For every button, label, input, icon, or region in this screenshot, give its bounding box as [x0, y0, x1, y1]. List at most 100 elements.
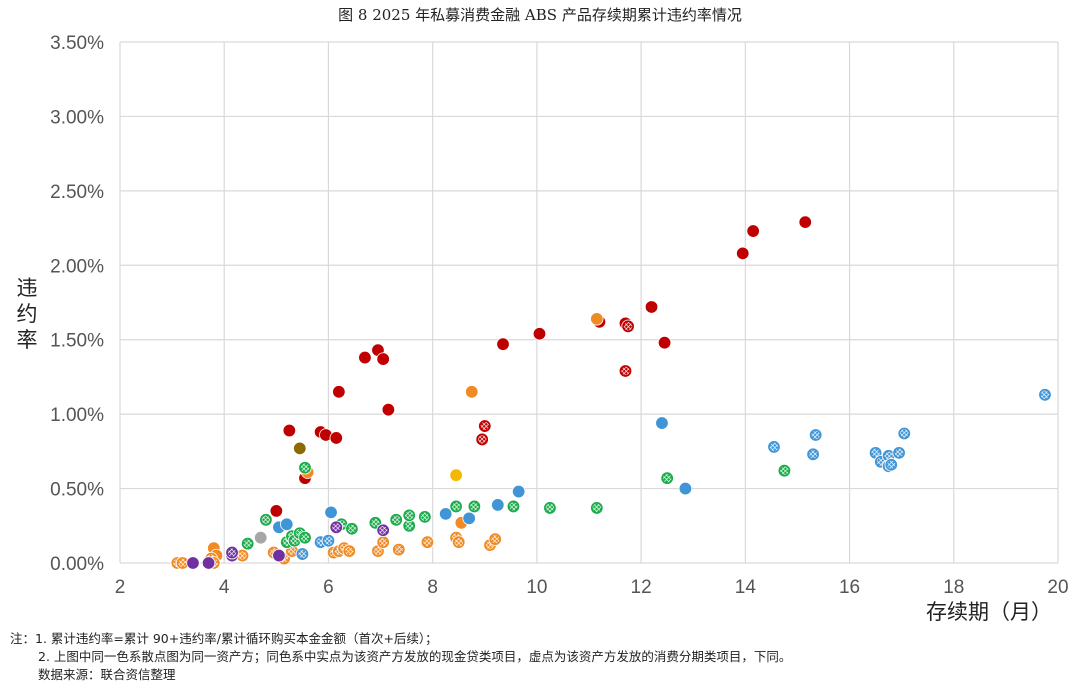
x-tick-label: 10: [526, 577, 547, 598]
data-point-hatched: [660, 471, 674, 485]
chart-title: 图 8 2025 年私募消费金融 ABS 产品存续期累计违约率情况: [338, 6, 742, 24]
data-point: [462, 511, 476, 526]
data-point: [332, 385, 346, 399]
data-point: [532, 327, 547, 341]
data-point: [381, 402, 396, 417]
data-point-hatched: [376, 523, 390, 537]
y-tick-labels: 0.00% 0.50% 1.00% 1.50% 2.00% 2.50% 3.00% 3.50%: [50, 33, 104, 575]
data-point-hatched: [295, 547, 310, 561]
data-point: [590, 312, 604, 326]
data-point-hatched: [342, 544, 356, 558]
data-point: [496, 337, 510, 351]
data-point-hatched: [506, 499, 521, 514]
y-axis-label: 违约率: [16, 276, 38, 352]
footnotes: 注：1. 累计违约率=累计 90+违约率/累计循环购买本金金额（首次+后续）； …: [10, 630, 791, 684]
data-point: [269, 504, 284, 518]
x-tick-label: 16: [839, 577, 860, 598]
data-point: [736, 246, 750, 261]
data-point-hatched: [808, 428, 823, 442]
data-point-hatched: [402, 519, 416, 533]
x-tick-label: 20: [1047, 577, 1068, 598]
y-tick-label: 1.00%: [50, 405, 104, 426]
data-point-hatched: [884, 458, 898, 472]
data-point: [324, 505, 338, 520]
data-point: [280, 517, 294, 531]
x-tick-label: 18: [943, 577, 964, 598]
data-point-hatched: [590, 501, 604, 515]
data-point-hatched: [1038, 388, 1052, 402]
data-point: [465, 385, 479, 399]
data-point: [746, 224, 760, 238]
data-point-hatched: [475, 432, 489, 447]
data-point-hatched: [452, 535, 466, 549]
y-tick-label: 3.50%: [50, 33, 104, 54]
note-line-2: 2. 上图中同一色系散点图为同一资产方；同色系中实点为该资产方发放的现金贷类项目…: [38, 649, 792, 664]
data-point-hatched: [298, 530, 312, 545]
data-point-hatched: [376, 535, 390, 549]
x-tick-labels: 2 4 6 8 10 12 14 16 18 20: [115, 577, 1069, 598]
x-tick-label: 6: [323, 577, 334, 598]
data-point: [438, 507, 453, 521]
data-point-hatched: [618, 364, 633, 378]
data-point-hatched: [449, 499, 463, 514]
data-point: [678, 481, 693, 496]
data-point-hatched: [418, 510, 432, 524]
data-point-hatched: [345, 522, 359, 536]
y-tick-label: 0.50%: [50, 480, 104, 501]
y-tick-label: 3.00%: [50, 107, 104, 128]
data-point: [491, 498, 505, 512]
grid: [119, 41, 1059, 564]
data-point-hatched: [478, 419, 492, 433]
x-tick-label: 12: [631, 577, 652, 598]
data-source: 数据来源：联合资信整理: [38, 667, 176, 682]
data-point: [201, 556, 216, 570]
data-point-hatched: [298, 461, 312, 475]
data-point-hatched: [488, 532, 502, 546]
data-point-hatched: [420, 535, 435, 549]
data-point: [798, 215, 812, 229]
data-point-hatched: [467, 499, 482, 514]
data-point: [657, 335, 672, 350]
data-point-hatched: [621, 319, 635, 334]
data-point: [449, 468, 463, 482]
data-point-hatched: [329, 520, 343, 534]
data-point-hatched: [240, 536, 255, 551]
data-point-hatched: [897, 426, 911, 441]
data-point-hatched: [389, 513, 403, 527]
data-point-hatched: [767, 440, 781, 454]
data-point: [511, 484, 526, 499]
data-point: [376, 352, 390, 366]
x-tick-label: 8: [427, 577, 438, 598]
data-point: [358, 350, 372, 365]
data-point-hatched: [543, 501, 557, 515]
data-point: [282, 423, 297, 438]
x-tick-label: 2: [115, 577, 126, 598]
y-tick-label: 2.50%: [50, 182, 104, 203]
data-point: [254, 530, 268, 545]
data-point-hatched: [175, 556, 190, 570]
data-point-hatched: [392, 542, 406, 557]
data-point: [655, 416, 669, 430]
data-point-hatched: [892, 446, 906, 460]
data-point-hatched: [402, 508, 416, 523]
data-point-hatched: [777, 464, 792, 478]
y-tick-label: 1.50%: [50, 331, 104, 352]
note-line-1: 注：1. 累计违约率=累计 90+违约率/累计循环购买本金金额（首次+后续）；: [10, 631, 438, 646]
x-axis-label: 存续期（月）: [926, 600, 1052, 624]
data-point-hatched: [259, 513, 273, 527]
data-point: [186, 556, 200, 570]
y-tick-label: 2.00%: [50, 256, 104, 277]
data-point: [272, 548, 286, 563]
data-point-hatched: [806, 447, 820, 462]
data-point-hatched: [235, 548, 250, 563]
data-point-hatched: [321, 533, 336, 548]
data-point: [293, 441, 307, 456]
data-points: [170, 215, 1052, 570]
data-point: [329, 431, 343, 445]
data-point-hatched: [225, 545, 239, 560]
x-tick-label: 4: [219, 577, 230, 598]
data-point: [644, 300, 659, 314]
y-tick-label: 0.00%: [50, 554, 104, 575]
x-tick-label: 14: [735, 577, 757, 598]
